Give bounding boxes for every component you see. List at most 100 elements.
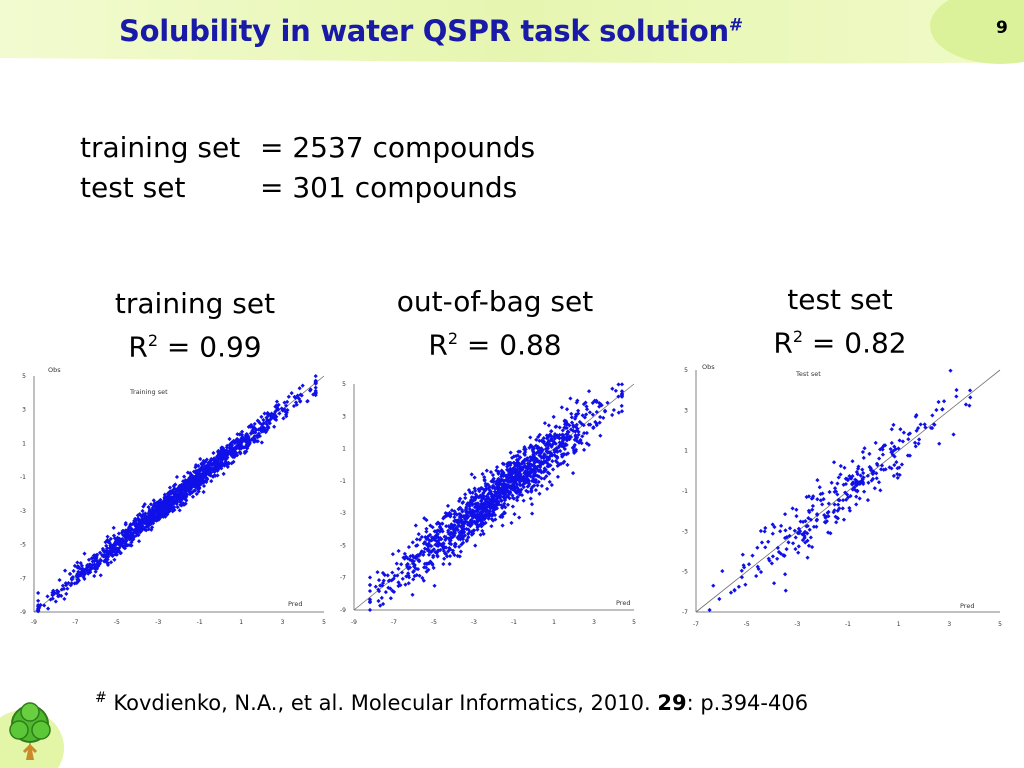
- data-point: [546, 463, 551, 469]
- data-point: [465, 522, 471, 527]
- data-point: [605, 400, 610, 405]
- data-point: [391, 589, 397, 594]
- data-point: [584, 404, 589, 409]
- data-point: [590, 412, 595, 417]
- data-point: [456, 521, 461, 526]
- data-point: [793, 546, 798, 552]
- scatter-plot-test: -7 -5 -3 -1 1 3 5 -7 -5 -3 -1 1 3 5 Obs Test set Pred: [682, 363, 1002, 628]
- data-point: [97, 562, 102, 567]
- data-point: [790, 541, 796, 546]
- data-point: [160, 505, 166, 510]
- data-point: [75, 560, 80, 565]
- data-point: [866, 480, 871, 485]
- data-point: [92, 573, 97, 579]
- scatter-plot-training: -9 -7 -5 -3 -1 1 3 5 -9 -7 -5 -3 -1 1 3 5 Obs Training se…: [20, 366, 326, 626]
- data-point: [906, 437, 911, 442]
- data-point: [88, 570, 93, 575]
- data-point: [762, 529, 767, 534]
- data-point: [446, 524, 451, 529]
- data-point: [831, 460, 837, 465]
- data-point: [36, 590, 41, 596]
- data-point: [313, 373, 318, 379]
- data-point: [456, 523, 462, 528]
- data-point: [857, 496, 862, 501]
- data-point: [227, 436, 232, 442]
- data-point: [396, 580, 401, 585]
- data-point: [468, 490, 473, 495]
- data-point: [890, 452, 895, 457]
- data-point: [140, 508, 145, 514]
- data-point: [811, 524, 817, 529]
- data-point: [569, 411, 574, 416]
- y-tick-label: -1: [682, 488, 688, 495]
- data-point: [573, 447, 579, 452]
- data-point: [896, 446, 901, 451]
- data-point: [796, 544, 801, 549]
- data-point: [435, 520, 441, 525]
- x-tick-label: 3: [947, 621, 951, 628]
- data-point: [442, 545, 447, 550]
- data-point: [136, 532, 141, 538]
- data-point: [937, 441, 942, 446]
- data-point: [113, 542, 119, 547]
- data-point: [313, 385, 318, 390]
- data-point: [75, 575, 80, 580]
- data-point: [571, 423, 576, 428]
- data-point: [492, 492, 498, 497]
- data-point: [511, 496, 517, 501]
- data-point: [834, 520, 839, 525]
- data-point: [132, 521, 137, 527]
- data-point: [894, 460, 899, 465]
- data-point: [584, 430, 589, 436]
- data-point: [820, 502, 825, 507]
- data-point: [516, 460, 521, 465]
- data-point: [536, 479, 541, 484]
- data-point: [881, 467, 886, 472]
- data-point: [274, 417, 279, 423]
- data-point: [783, 528, 788, 533]
- data-point: [298, 399, 303, 404]
- data-point: [541, 459, 547, 464]
- data-point: [854, 478, 859, 483]
- data-point: [57, 577, 62, 583]
- data-point: [206, 461, 211, 467]
- data-point: [523, 479, 528, 484]
- data-point: [435, 554, 440, 559]
- data-point: [572, 416, 578, 421]
- data-point: [149, 510, 154, 515]
- data-point: [917, 437, 922, 442]
- x-tick-label: -1: [845, 621, 851, 628]
- x-tick-label: -5: [431, 619, 437, 626]
- data-point: [766, 539, 771, 544]
- data-point: [963, 402, 969, 407]
- data-point: [174, 500, 180, 505]
- data-point: [400, 576, 405, 581]
- data-point: [746, 562, 752, 567]
- data-point: [553, 441, 558, 446]
- data-point: [794, 507, 799, 512]
- panel-heading-training: training set R2 = 0.99: [114, 287, 276, 364]
- data-point: [178, 499, 183, 504]
- data-point: [274, 408, 279, 413]
- data-point: [169, 498, 174, 503]
- data-point: [413, 523, 418, 528]
- data-point: [313, 388, 318, 393]
- data-point: [245, 446, 250, 451]
- data-point: [284, 403, 289, 408]
- data-point: [871, 469, 876, 474]
- data-point: [523, 469, 528, 474]
- data-point: [196, 489, 201, 494]
- data-point: [237, 432, 242, 437]
- data-point: [940, 407, 945, 412]
- data-point: [457, 530, 462, 535]
- data-point: [602, 408, 608, 413]
- data-point: [82, 572, 87, 577]
- data-point: [169, 491, 174, 496]
- data-point: [493, 481, 499, 486]
- data-point: [537, 491, 542, 496]
- data-point: [470, 490, 475, 495]
- y-tick-label: 1: [684, 448, 688, 455]
- data-point: [151, 498, 156, 503]
- data-point: [783, 588, 788, 593]
- data-point: [835, 481, 840, 486]
